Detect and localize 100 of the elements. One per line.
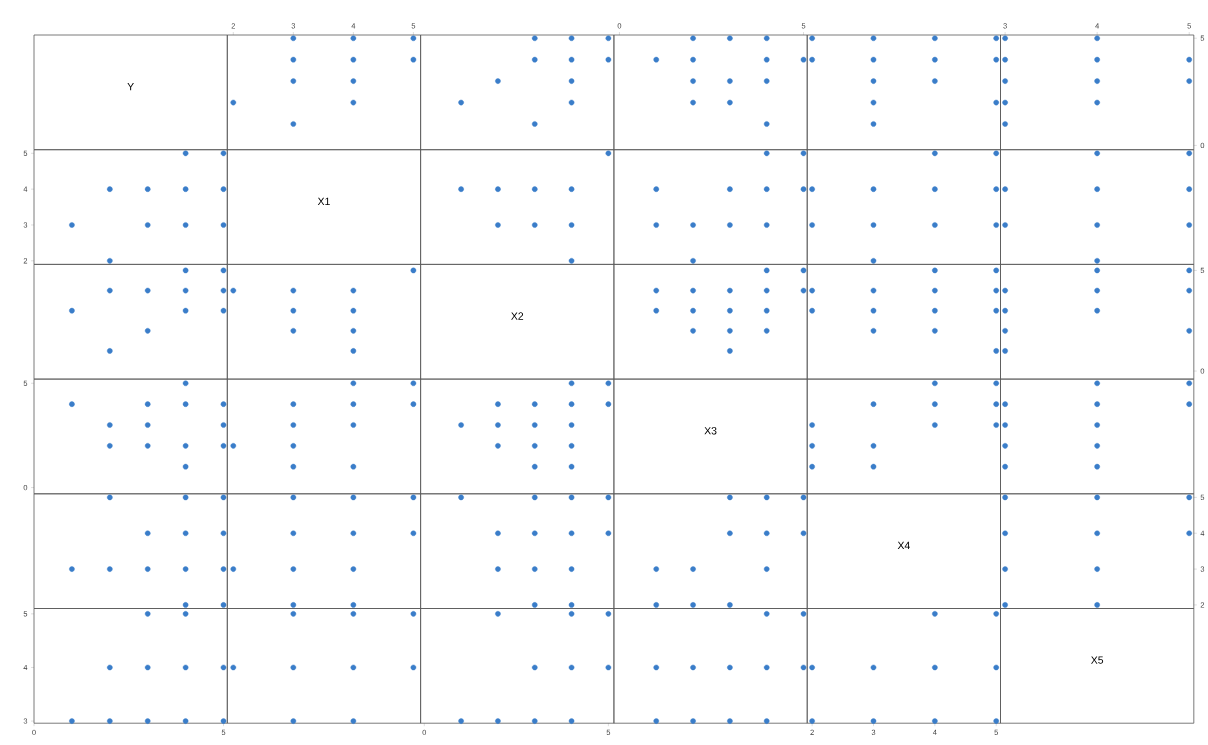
point [350,99,357,106]
point [809,443,815,449]
point [763,307,770,314]
point [69,718,75,724]
point [1094,443,1100,449]
point [763,121,770,127]
point [993,35,1000,41]
point [932,56,938,63]
point [763,150,770,157]
point [350,566,357,572]
point [182,443,189,449]
point [993,380,1000,387]
point [107,287,113,294]
point [1186,287,1192,294]
point [495,530,501,537]
point [458,99,464,106]
point [350,530,357,537]
point [727,328,733,334]
point [410,56,417,63]
point [495,566,501,572]
point [568,222,575,228]
point [763,35,770,41]
point [182,718,189,724]
point [1002,422,1008,428]
point [1094,150,1100,157]
point [220,401,227,407]
point [220,287,227,294]
point [1002,348,1008,354]
point [182,267,189,274]
point [350,78,357,84]
point [870,463,877,470]
point [568,186,575,192]
point [1094,566,1100,572]
point [690,602,696,608]
point [1094,602,1100,608]
point [531,401,538,407]
point [410,530,417,537]
point [182,401,189,407]
point [220,422,227,428]
point [568,401,575,407]
point [290,463,297,470]
point [531,56,538,63]
point [290,56,297,63]
point [1186,380,1192,387]
point [993,348,1000,354]
point [458,422,464,428]
point [993,56,1000,63]
point [107,566,113,572]
point [182,380,189,387]
point [531,602,538,608]
point [107,664,113,671]
point [1002,287,1008,294]
point [107,422,113,428]
point [727,35,733,41]
point [932,267,938,274]
point [763,78,770,84]
point [870,56,877,63]
point [1094,99,1100,106]
point [727,307,733,314]
point [605,530,612,537]
point [350,401,357,407]
point [531,443,538,449]
point [107,186,113,192]
point [727,530,733,537]
point [690,307,696,314]
point [290,307,297,314]
point [1094,463,1100,470]
point [727,494,733,501]
point [144,664,151,671]
point [182,664,189,671]
point [350,494,357,501]
point [763,494,770,501]
point [727,99,733,106]
point [290,401,297,407]
point [800,287,807,294]
point [182,222,189,228]
point [144,611,151,617]
point [870,287,877,294]
point [993,267,1000,274]
point [763,530,770,537]
point [410,35,417,41]
point [653,186,660,192]
point [290,443,297,449]
point [763,186,770,192]
point [220,267,227,274]
point [1094,267,1100,274]
point [932,186,938,192]
point [653,287,660,294]
point [69,566,75,572]
point [1094,56,1100,63]
point [1094,78,1100,84]
point [1094,287,1100,294]
point [410,494,417,501]
point [144,718,151,724]
point [410,267,417,274]
point [495,443,501,449]
point [809,56,815,63]
point [1186,186,1192,192]
point [144,566,151,572]
point [870,222,877,228]
